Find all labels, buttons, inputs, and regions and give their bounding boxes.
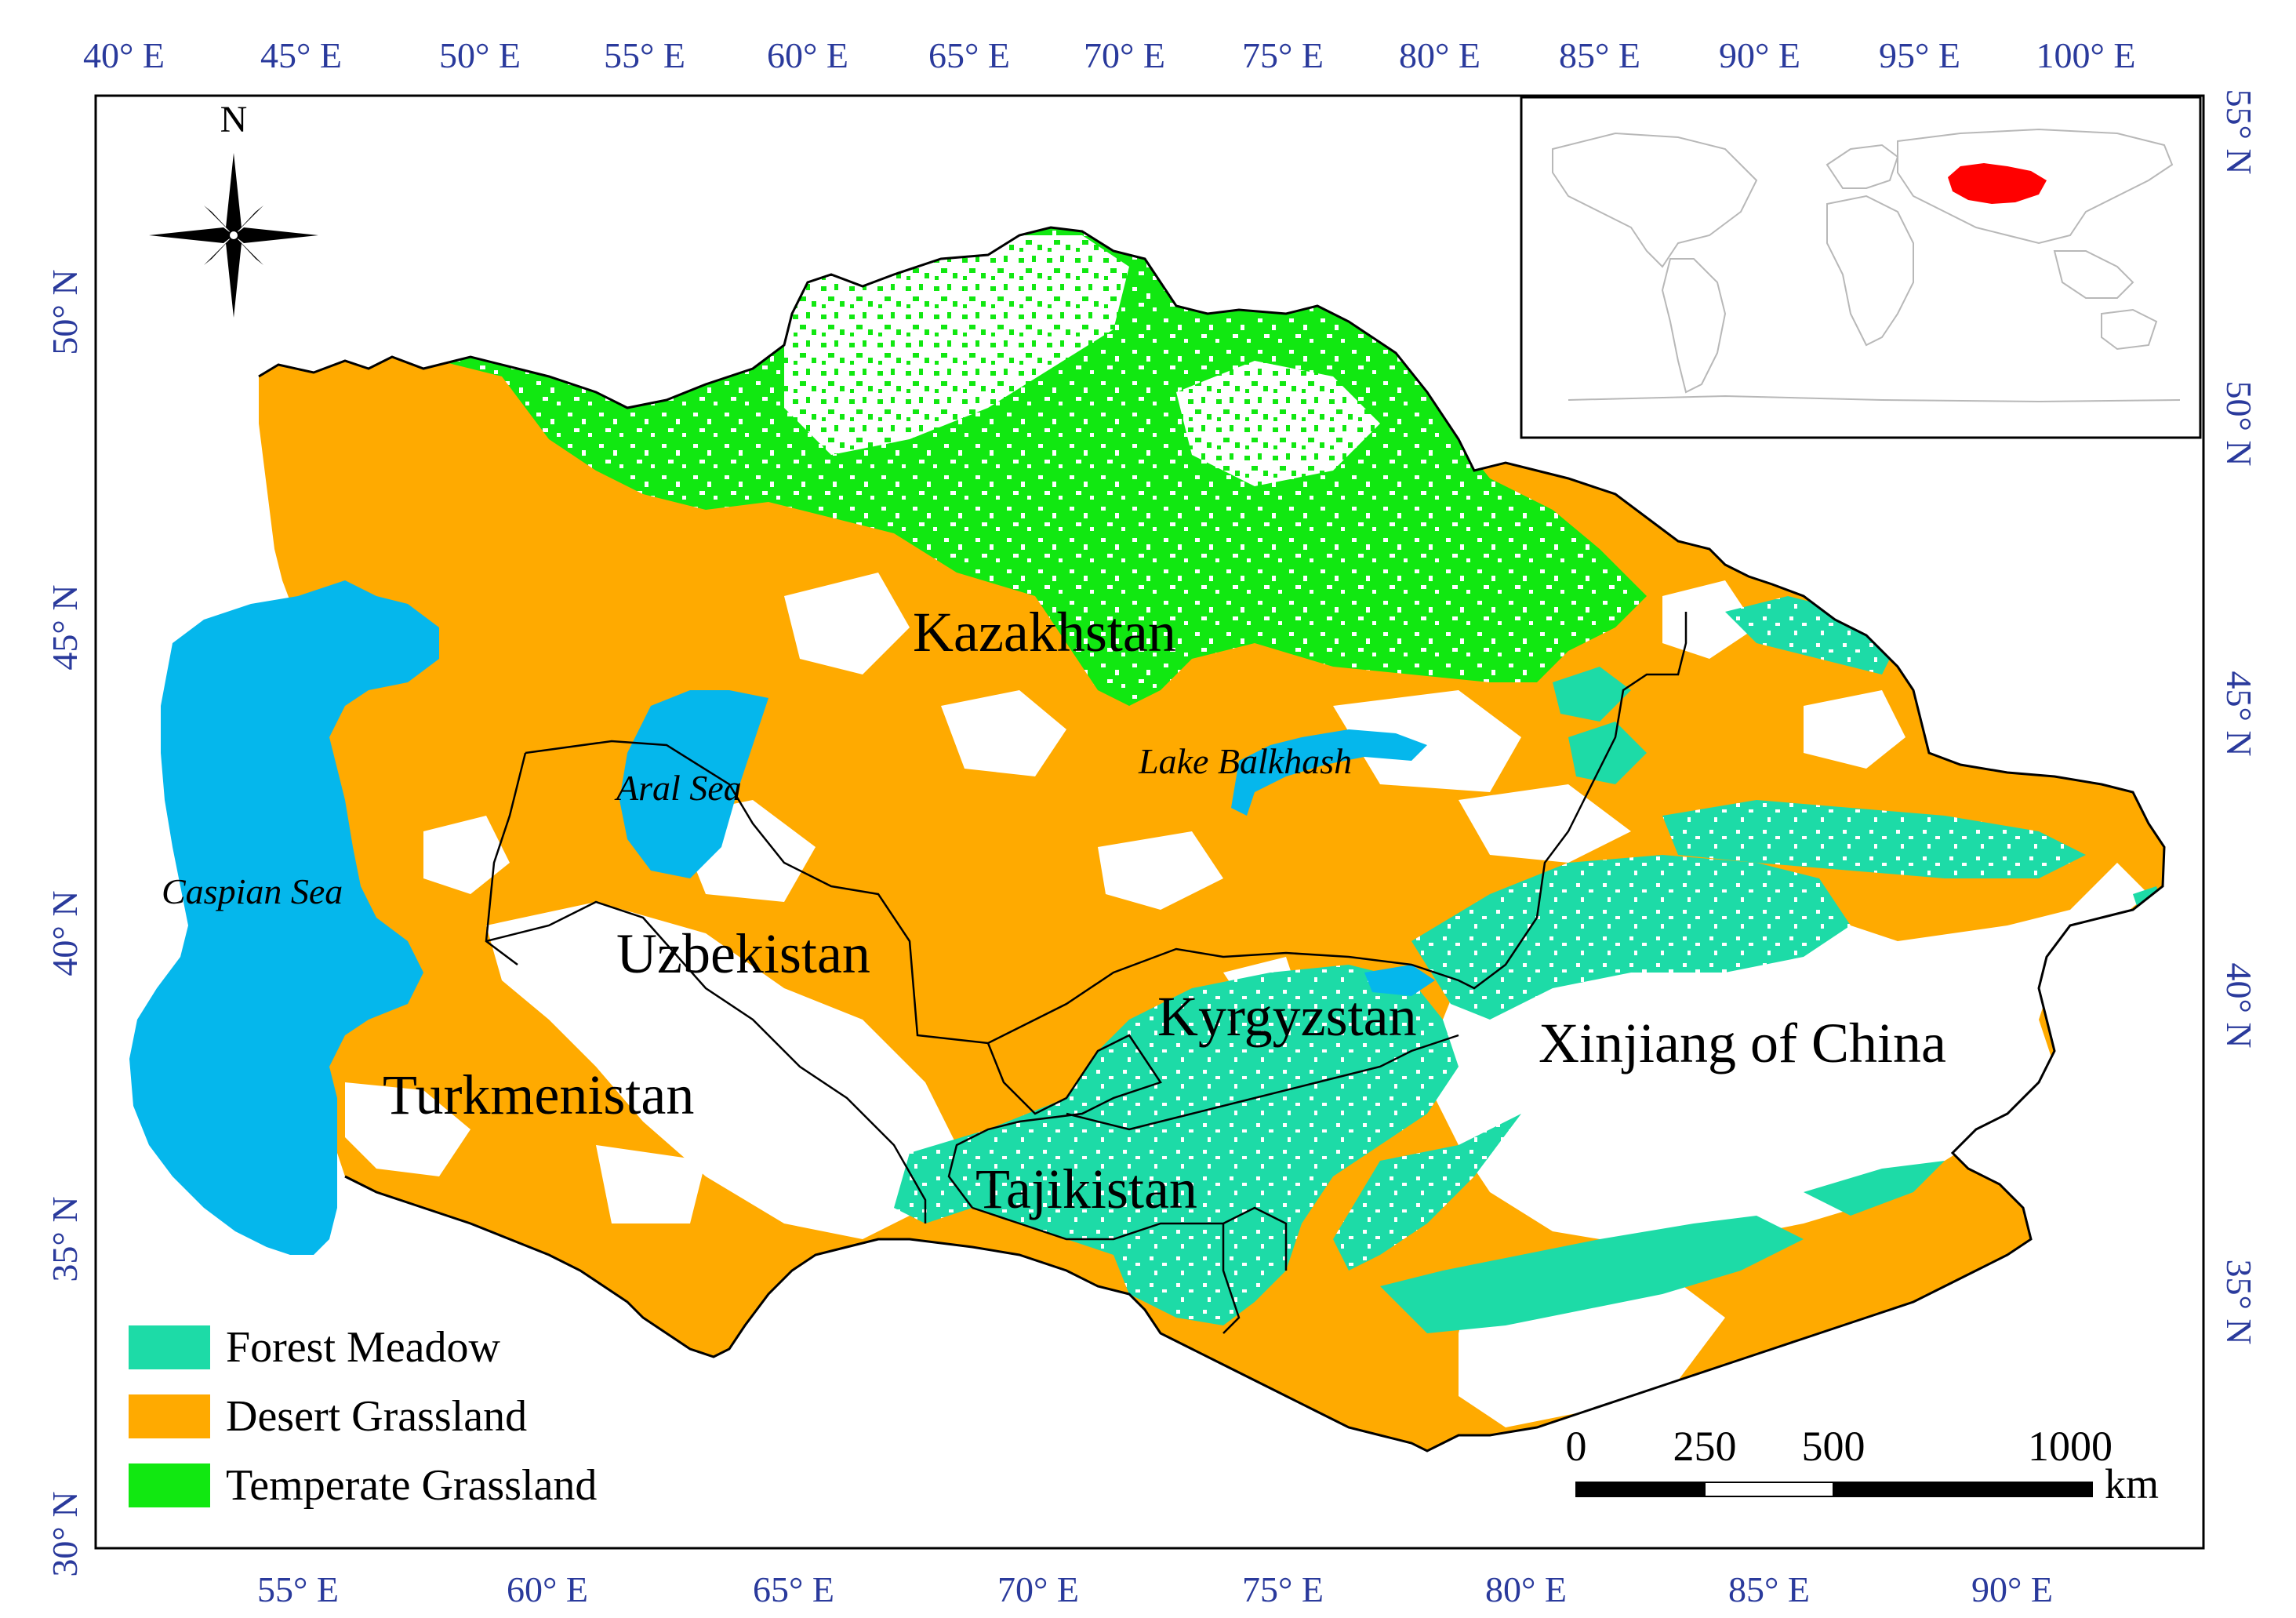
forest-meadow-area — [894, 596, 2164, 1333]
left-tick-label: 30° N — [45, 1491, 85, 1576]
bottom-tick-label: 85° E — [1728, 1569, 1810, 1609]
region-boundary — [258, 226, 2166, 1453]
legend: Forest Meadow Desert Grassland Temperate… — [129, 1323, 597, 1510]
north-label: N — [220, 99, 248, 140]
top-tick-label: 85° E — [1559, 35, 1640, 75]
label-lake-balkhash: Lake Balkhash — [1138, 741, 1352, 781]
compass-rose-icon — [149, 153, 318, 318]
scale-tick-label: 0 — [1566, 1423, 1587, 1470]
scale-bar: 0 250 500 1000 km — [1566, 1423, 2160, 1507]
bottom-longitude-ticks: 55° E 60° E 65° E 70° E 75° E 80° E 85° … — [257, 1569, 2053, 1609]
bottom-tick-label: 70° E — [997, 1569, 1079, 1609]
legend-label-forest-meadow: Forest Meadow — [226, 1323, 501, 1372]
lake-issyk-kul — [1364, 965, 1435, 996]
bottom-tick-label: 75° E — [1242, 1569, 1324, 1609]
label-xinjiang: Xinjiang of China — [1539, 1012, 1946, 1074]
scale-tick-label: 500 — [1802, 1423, 1866, 1470]
legend-swatch-temperate-grassland — [129, 1463, 210, 1507]
top-tick-label: 60° E — [767, 35, 848, 75]
top-tick-label: 90° E — [1719, 35, 1800, 75]
temperate-grassland-sparse-2 — [1176, 361, 1380, 486]
top-tick-label: 50° E — [439, 35, 521, 75]
label-turkmenistan: Turkmenistan — [383, 1064, 694, 1126]
left-latitude-ticks: 50° N 45° N 40° N 35° N 30° N — [45, 269, 85, 1576]
label-kazakhstan: Kazakhstan — [913, 601, 1176, 664]
label-uzbekistan: Uzbekistan — [616, 922, 870, 985]
label-caspian-sea: Caspian Sea — [162, 871, 343, 911]
left-tick-label: 45° N — [45, 584, 85, 670]
top-tick-label: 45° E — [260, 35, 342, 75]
scale-unit: km — [2105, 1460, 2159, 1507]
temperate-grassland-sparse — [784, 235, 1129, 455]
legend-label-desert-grassland: Desert Grassland — [226, 1392, 527, 1441]
top-tick-label: 55° E — [604, 35, 685, 75]
top-tick-label: 40° E — [83, 35, 165, 75]
top-tick-label: 100° E — [2036, 35, 2136, 75]
top-tick-label: 65° E — [928, 35, 1010, 75]
right-tick-label: 45° N — [2219, 671, 2259, 756]
right-tick-label: 55° N — [2219, 89, 2259, 174]
right-latitude-ticks: 55° N 50° N 45° N 40° N 35° N — [2219, 89, 2259, 1344]
right-tick-label: 40° N — [2219, 962, 2259, 1048]
left-tick-label: 40° N — [45, 890, 85, 976]
top-tick-label: 75° E — [1242, 35, 1324, 75]
top-tick-label: 80° E — [1399, 35, 1480, 75]
aral-sea — [619, 690, 768, 878]
country-borders — [485, 612, 1687, 1334]
bottom-tick-label: 90° E — [1971, 1569, 2053, 1609]
right-tick-label: 50° N — [2219, 380, 2259, 466]
label-tajikistan: Tajikistan — [975, 1158, 1197, 1220]
bottom-tick-label: 55° E — [257, 1569, 339, 1609]
scale-tick-label: 1000 — [2028, 1423, 2113, 1470]
scale-tick-label: 250 — [1673, 1423, 1737, 1470]
legend-swatch-forest-meadow — [129, 1325, 210, 1369]
lake-balkhash — [1231, 729, 1427, 816]
top-tick-label: 95° E — [1879, 35, 1960, 75]
study-area-highlight — [1948, 163, 2047, 204]
legend-label-temperate-grassland: Temperate Grassland — [226, 1461, 597, 1510]
right-tick-label: 35° N — [2219, 1259, 2259, 1344]
top-longitude-ticks: 40° E 45° E 50° E 55° E 60° E 65° E 70° … — [83, 35, 2136, 75]
caspian-sea — [129, 580, 439, 1255]
bottom-tick-label: 65° E — [753, 1569, 834, 1609]
bottom-tick-label: 60° E — [507, 1569, 588, 1609]
legend-swatch-desert-grassland — [129, 1394, 210, 1438]
label-kyrgyzstan: Kyrgyzstan — [1157, 985, 1417, 1048]
temperate-grassland-area — [259, 227, 1647, 706]
inset-world-map — [1520, 96, 2202, 439]
bottom-tick-label: 80° E — [1485, 1569, 1567, 1609]
label-aral-sea: Aral Sea — [614, 768, 742, 808]
left-tick-label: 50° N — [45, 269, 85, 355]
left-tick-label: 35° N — [45, 1196, 85, 1282]
top-tick-label: 70° E — [1084, 35, 1165, 75]
